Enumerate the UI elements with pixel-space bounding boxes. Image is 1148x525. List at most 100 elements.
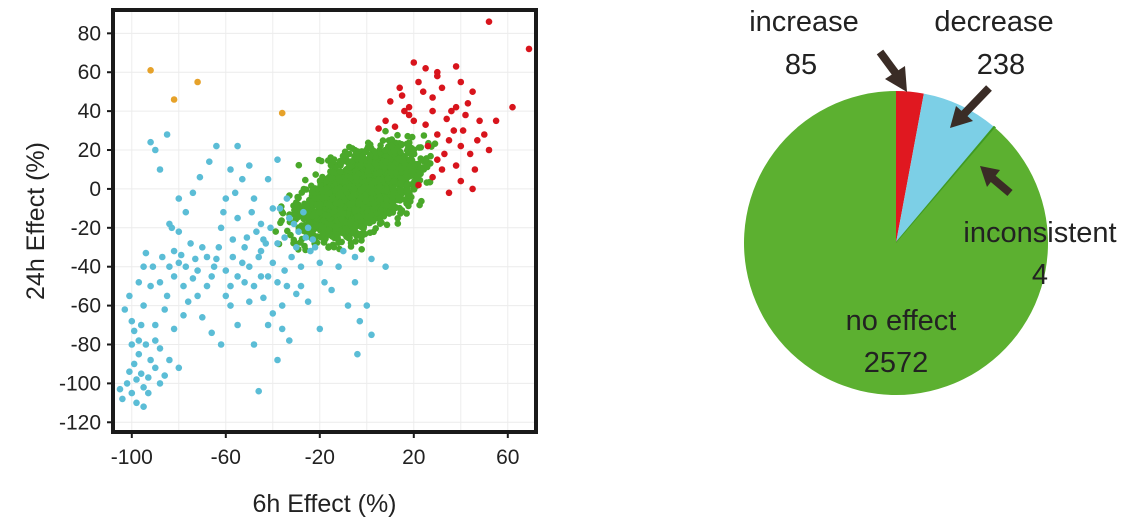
scatter-point-decrease [149, 263, 157, 271]
scatter-point-increase [452, 162, 460, 169]
scatter-point-increase [481, 131, 488, 138]
scatter-point-decrease [234, 214, 241, 222]
scatter-point-no-effect [302, 176, 309, 184]
y-tick-label: -20 [71, 217, 101, 240]
scatter-point-decrease [250, 282, 258, 290]
scatter-point-decrease [269, 310, 277, 317]
scatter-point-increase [438, 166, 446, 173]
scatter-point-no-effect [404, 132, 412, 140]
scatter-point-decrease [264, 321, 272, 329]
scatter-point-decrease [278, 302, 286, 309]
arrow-increase [876, 49, 907, 92]
scatter-point-decrease [246, 298, 253, 306]
scatter-point-no-effect [355, 213, 363, 220]
scatter-point-no-effect [346, 200, 353, 208]
scatter-point-inconsistent [170, 96, 178, 103]
scatter-point-increase [452, 103, 460, 111]
scatter-point-no-effect [295, 161, 303, 169]
scatter-point-increase [459, 127, 467, 134]
scatter-point-decrease [156, 279, 164, 286]
scatter-point-no-effect [382, 146, 389, 154]
scatter-point-increase [445, 137, 453, 144]
scatter-point-decrease [126, 368, 133, 376]
scatter-point-increase [424, 142, 432, 150]
scatter-point-decrease [328, 286, 335, 294]
scatter-point-decrease [208, 329, 215, 337]
pie-slice-no-effect [744, 91, 1049, 395]
scatter-point-decrease [227, 302, 234, 309]
scatter-point-decrease [309, 236, 317, 243]
scatter-point-decrease [257, 247, 265, 255]
scatter-point-decrease [368, 255, 375, 263]
scatter-point-decrease [137, 321, 145, 329]
scatter-point-decrease [137, 370, 145, 378]
scatter-point-increase [471, 166, 479, 173]
scatter-point-no-effect [335, 175, 342, 182]
scatter-point-decrease [246, 162, 253, 169]
scatter-point-no-effect [394, 144, 402, 151]
scatter-point-inconsistent [147, 67, 154, 74]
scatter-point-decrease [316, 325, 324, 333]
scatter-point-decrease [156, 166, 164, 173]
scatter-point-decrease [335, 263, 342, 271]
scatter-point-decrease [213, 142, 220, 150]
scatter-point-increase [398, 92, 406, 99]
scatter-point-increase [457, 177, 465, 185]
scatter-frame [111, 8, 538, 434]
scatter-point-decrease [189, 275, 197, 282]
scatter-point-no-effect [337, 168, 344, 175]
scatter-point-decrease [126, 292, 133, 300]
scatter-point-no-effect [357, 194, 365, 202]
scatter-point-decrease [163, 292, 171, 300]
scatter-point-increase [429, 107, 436, 115]
pie-value-increase: 85 [785, 49, 817, 81]
scatter-point-no-effect [386, 209, 393, 216]
scatter-point-decrease [283, 195, 291, 202]
scatter-point-no-effect [343, 227, 351, 234]
scatter-point-no-effect [395, 155, 402, 163]
arrow-decrease [950, 85, 992, 128]
pie-value-no-effect: 2572 [864, 347, 929, 379]
scatter-point-decrease [351, 253, 359, 261]
scatter-point-decrease [180, 282, 187, 290]
scatter-point-no-effect [322, 185, 330, 192]
scatter-point-decrease [152, 146, 159, 154]
scatter-point-no-effect [362, 197, 370, 205]
scatter-point-decrease [140, 384, 147, 391]
scatter-point-no-effect [358, 237, 365, 244]
scatter-point-no-effect [417, 155, 425, 162]
pie-label-no-effect: no effect [846, 305, 957, 337]
scatter-point-decrease [260, 236, 267, 243]
scatter-point-increase [396, 84, 404, 92]
scatter-point-decrease [300, 208, 307, 216]
scatter-point-decrease [321, 279, 328, 286]
scatter-point-decrease [250, 341, 258, 348]
scatter-point-decrease [297, 282, 305, 290]
scatter-point-no-effect [284, 227, 291, 235]
scatter-point-no-effect [383, 186, 390, 194]
scatter-point-increase [387, 98, 394, 105]
scatter-points [116, 18, 533, 411]
scatter-point-decrease [152, 321, 159, 329]
scatter-point-decrease [210, 263, 218, 271]
scatter-point-no-effect [350, 230, 358, 237]
scatter-point-no-effect [320, 224, 327, 232]
scatter-point-decrease [194, 292, 201, 300]
scatter-point-decrease [208, 273, 215, 280]
scatter-point-decrease [142, 249, 150, 257]
scatter-point-decrease [194, 267, 201, 274]
scatter-point-no-effect [334, 231, 341, 238]
scatter-point-decrease [184, 298, 192, 306]
scatter-point-no-effect [339, 152, 347, 160]
scatter-point-decrease [135, 350, 143, 358]
scatter-point-no-effect [329, 157, 337, 165]
scatter-point-increase [457, 142, 465, 150]
scatter-point-no-effect [368, 211, 375, 218]
scatter-point-no-effect [377, 195, 384, 203]
scatter-point-no-effect [357, 186, 365, 194]
pie-label-inconsistent: inconsistent [963, 217, 1116, 249]
scatter-point-no-effect [317, 233, 325, 241]
pie-label-decrease: decrease [934, 6, 1053, 38]
scatter-point-increase [410, 59, 418, 66]
scatter-point-increase [438, 84, 446, 92]
